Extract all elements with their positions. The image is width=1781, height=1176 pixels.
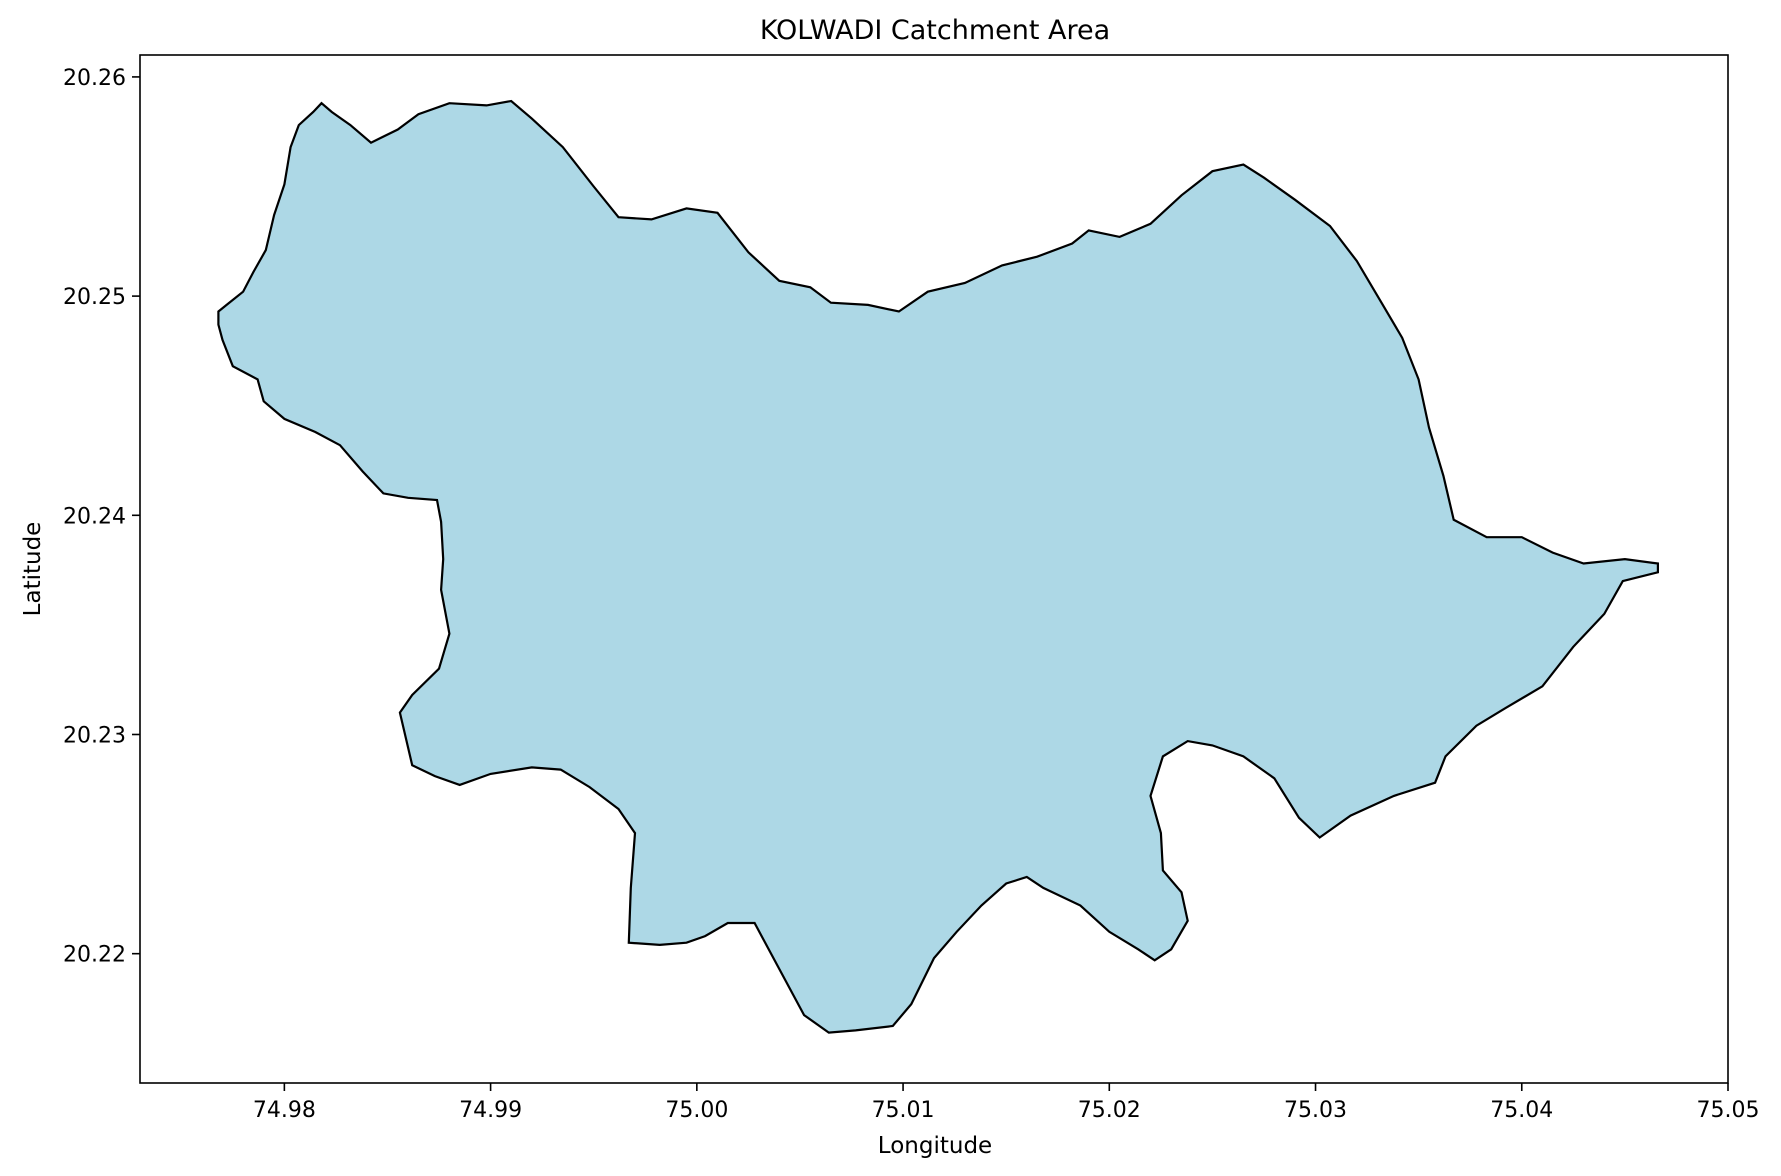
x-tick-label: 75.01 — [872, 1098, 935, 1123]
y-axis-label: Latitude — [20, 522, 46, 617]
map-title: KOLWADI Catchment Area — [760, 15, 1110, 46]
plot-area — [139, 54, 1729, 1084]
axes-frame — [139, 54, 1729, 1084]
x-tick-label: 75.03 — [1284, 1098, 1347, 1123]
x-axis: 74.98 74.99 75.00 75.01 75.02 75.03 75.04 75.05 — [253, 1083, 1760, 1123]
x-tick-label: 74.98 — [253, 1098, 316, 1123]
x-tick-label: 75.02 — [1078, 1098, 1141, 1123]
y-tick-label: 20.26 — [63, 66, 126, 91]
y-axis: 20.22 20.23 20.24 20.25 20.26 — [63, 66, 140, 968]
y-tick-label: 20.24 — [63, 504, 126, 529]
x-tick-label: 74.99 — [459, 1098, 522, 1123]
y-tick-label: 20.25 — [63, 285, 126, 310]
x-axis-label: Longitude — [878, 1133, 992, 1159]
x-tick-label: 75.04 — [1490, 1098, 1553, 1123]
x-tick-label: 75.05 — [1697, 1098, 1760, 1123]
catchment-polygon — [217, 99, 1659, 1034]
x-tick-label: 75.00 — [665, 1098, 728, 1123]
y-tick-label: 20.22 — [63, 943, 126, 968]
y-tick-label: 20.23 — [63, 723, 126, 748]
